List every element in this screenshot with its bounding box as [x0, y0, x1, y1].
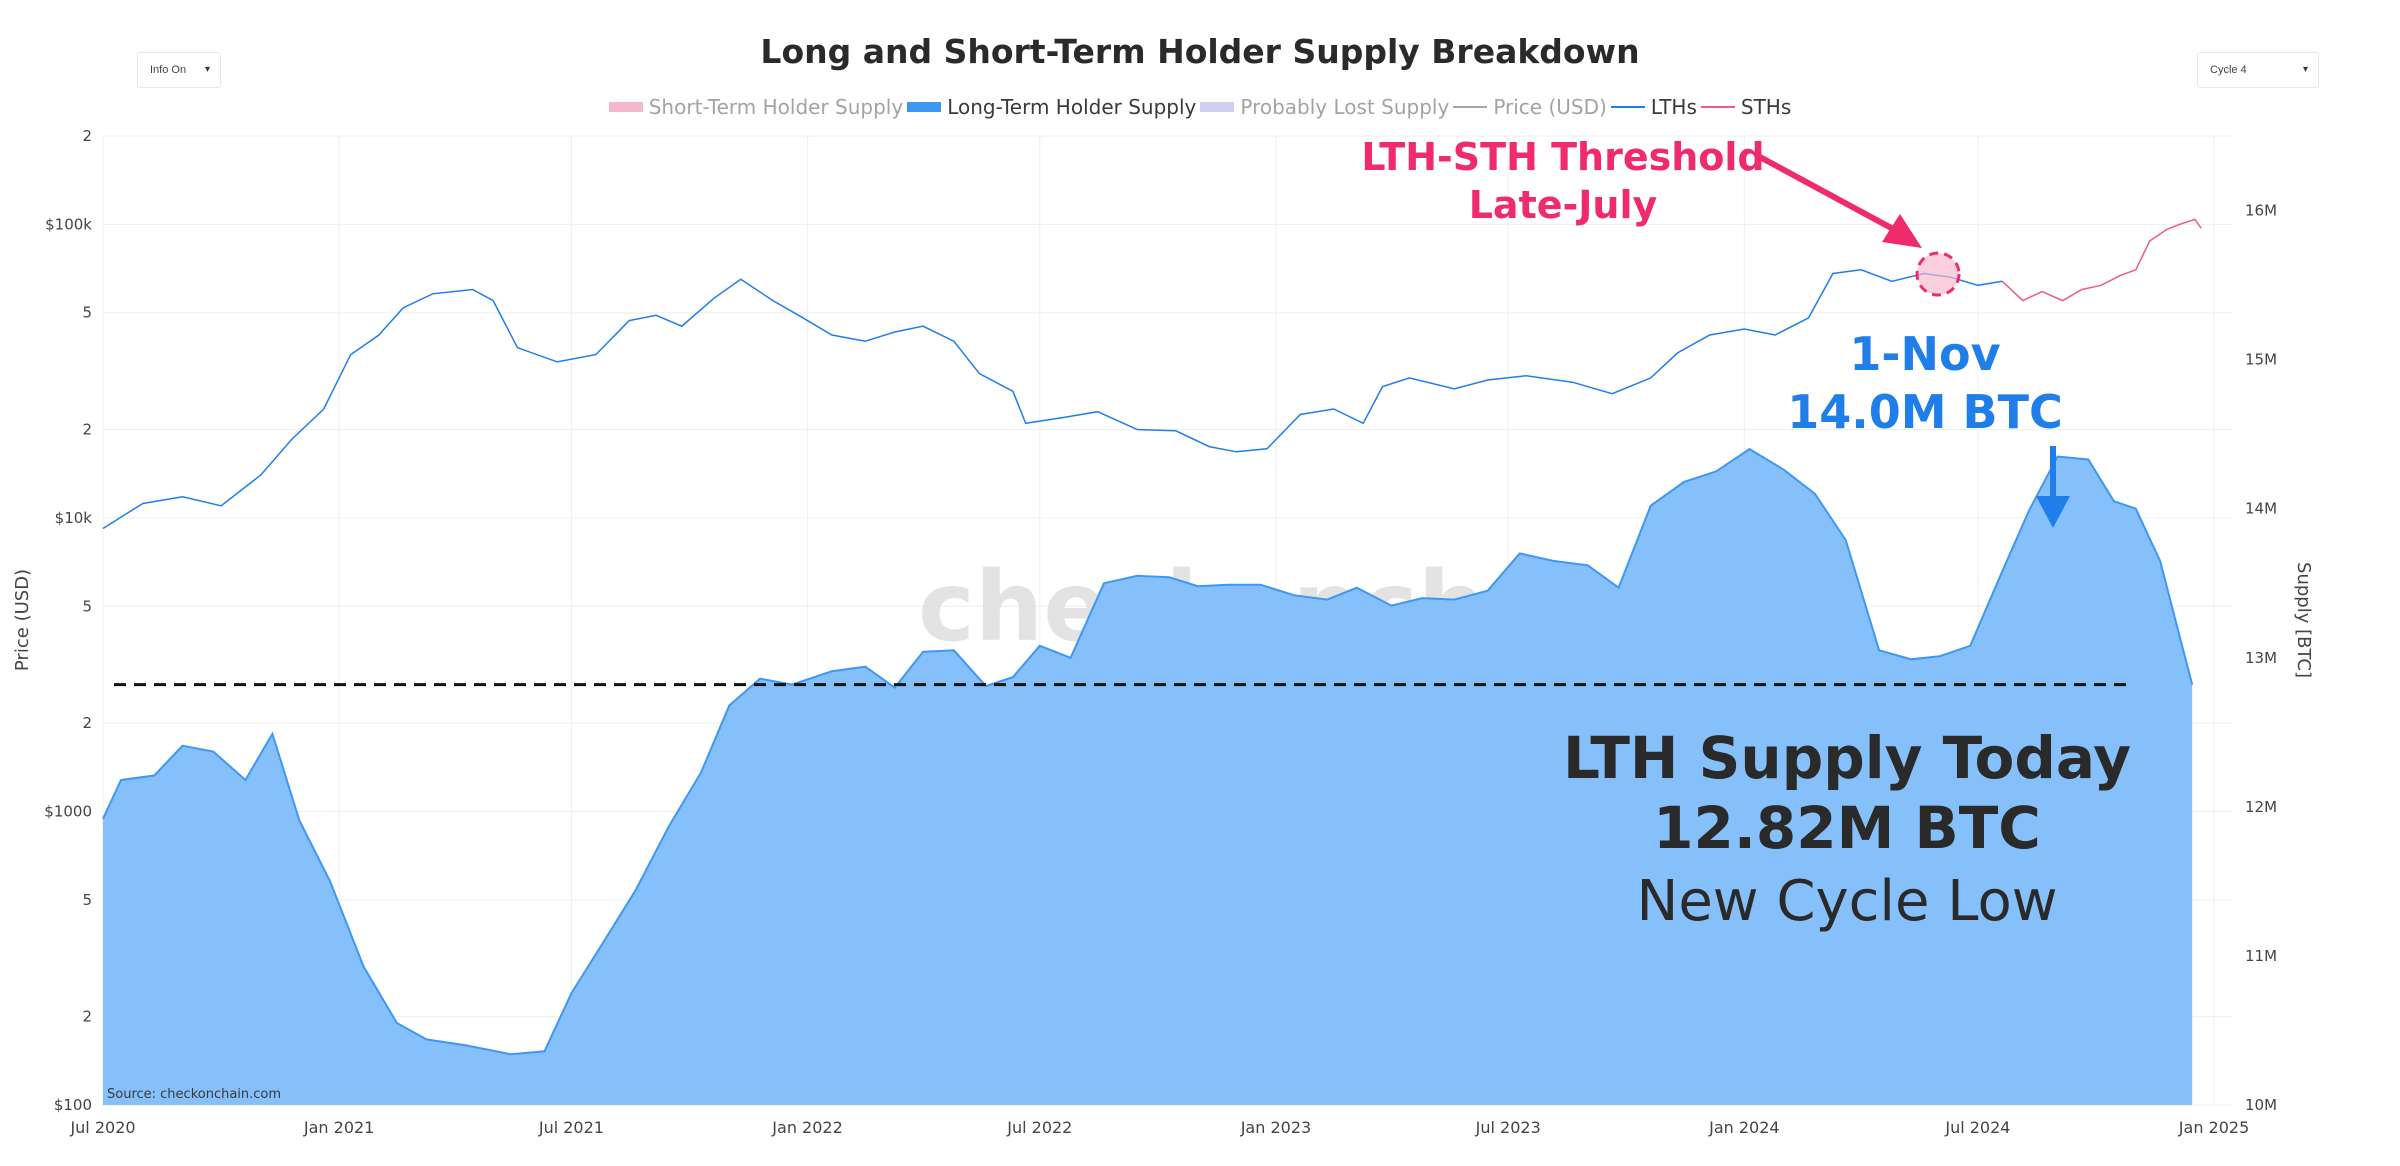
x-tick-label: Jan 2021: [303, 1118, 374, 1137]
legend-label: Short-Term Holder Supply: [648, 95, 904, 119]
y-right-tick-label: 15M: [2245, 351, 2277, 369]
legend-swatch: [1453, 106, 1488, 108]
today-annotation-line2: 12.82M BTC: [1653, 794, 2041, 862]
today-annotation-line1: LTH Supply Today: [1563, 724, 2131, 792]
y-left-tick-label: 5: [82, 891, 92, 909]
y-left-tick-label: $1000: [44, 802, 92, 820]
x-tick-label: Jan 2022: [771, 1118, 842, 1137]
legend-label: STHs: [1740, 95, 1792, 119]
threshold-annotation-line2: Late-July: [1469, 183, 1658, 227]
legend-label: Long-Term Holder Supply: [947, 95, 1197, 119]
y-left-tick-label: 5: [82, 304, 92, 322]
legend-swatch: [1610, 106, 1645, 108]
legend-item-price[interactable]: Price (USD): [1453, 95, 1607, 119]
x-tick-label: Jan 2023: [1240, 1118, 1311, 1137]
legend-item-lth-supply[interactable]: Long-Term Holder Supply: [907, 95, 1196, 119]
legend-item-sths[interactable]: STHs: [1700, 95, 1792, 119]
x-tick-label: Jul 2020: [69, 1118, 135, 1137]
sths-price-line: [2001, 218, 2202, 302]
x-tick-label: Jul 2021: [538, 1118, 604, 1137]
legend-label: Probably Lost Supply: [1240, 95, 1450, 119]
y-right-tick-label: 12M: [2245, 798, 2277, 816]
y-left-tick-label: 2: [82, 127, 92, 145]
x-tick-label: Jul 2024: [1944, 1118, 2010, 1137]
x-tick-label: Jan 2025: [2178, 1118, 2249, 1137]
x-tick-label: Jul 2022: [1006, 1118, 1072, 1137]
legend-swatch: [608, 102, 643, 112]
legend-item-lths[interactable]: LTHs: [1610, 95, 1697, 119]
x-tick-label: Jan 2024: [1708, 1118, 1779, 1137]
threshold-arrow-shaft: [1757, 154, 1898, 233]
y-left-axis-title: Price (USD): [12, 569, 33, 671]
legend-swatch: [1700, 106, 1735, 108]
nov-annotation-line2: 14.0M BTC: [1787, 385, 2062, 439]
x-tick-label: Jul 2023: [1475, 1118, 1541, 1137]
nov-arrow-head: [2036, 496, 2070, 528]
source-label: Source: checkonchain.com: [107, 1087, 281, 1102]
legend-item-lost-supply[interactable]: Probably Lost Supply: [1200, 95, 1449, 119]
legend-label: Price (USD): [1493, 95, 1607, 119]
legend-label: LTHs: [1650, 95, 1697, 119]
y-right-tick-label: 13M: [2245, 649, 2277, 667]
chart-title: Long and Short-Term Holder Supply Breakd…: [760, 32, 1640, 71]
y-left-tick-label: 2: [82, 1008, 92, 1026]
lths-price-line: [102, 269, 2003, 530]
legend: Short-Term Holder Supply Long-Term Holde…: [0, 95, 2400, 119]
legend-swatch: [1200, 102, 1235, 112]
chevron-down-icon: ▾: [2302, 64, 2308, 75]
threshold-marker: [1915, 251, 1961, 297]
y-left-tick-label: $100: [54, 1096, 92, 1114]
y-left-tick-label: 2: [82, 714, 92, 732]
nov-annotation-line1: 1-Nov: [1849, 327, 2000, 381]
lth-supply-line: [102, 447, 2194, 1056]
cycle-select-dropdown[interactable]: Cycle 4 ▾: [2197, 52, 2319, 88]
cycle-select-label: Cycle 4: [2210, 64, 2247, 76]
y-left-tick-label: 5: [82, 597, 92, 615]
y-right-tick-label: 16M: [2245, 202, 2277, 220]
info-toggle-dropdown[interactable]: Info On ▾: [137, 52, 221, 88]
y-left-tick-label: $10k: [55, 509, 93, 527]
today-annotation-line3: New Cycle Low: [1636, 869, 2057, 934]
info-toggle-label: Info On: [150, 64, 187, 76]
threshold-arrow-head: [1882, 214, 1922, 248]
y-right-axis-title: Supply [BTC]: [2293, 562, 2314, 678]
y-left-tick-label: $100k: [45, 215, 92, 233]
y-right-tick-label: 11M: [2245, 947, 2277, 965]
legend-item-sth-supply[interactable]: Short-Term Holder Supply: [608, 95, 904, 119]
y-right-tick-label: 14M: [2245, 500, 2277, 518]
threshold-annotation-line1: LTH-STH Threshold: [1361, 135, 1764, 179]
lth-supply-area: [103, 449, 2193, 1106]
y-right-tick-label: 10M: [2245, 1096, 2277, 1114]
chevron-down-icon: ▾: [204, 64, 210, 75]
y-left-tick-label: 2: [82, 421, 92, 439]
legend-swatch: [907, 102, 942, 112]
